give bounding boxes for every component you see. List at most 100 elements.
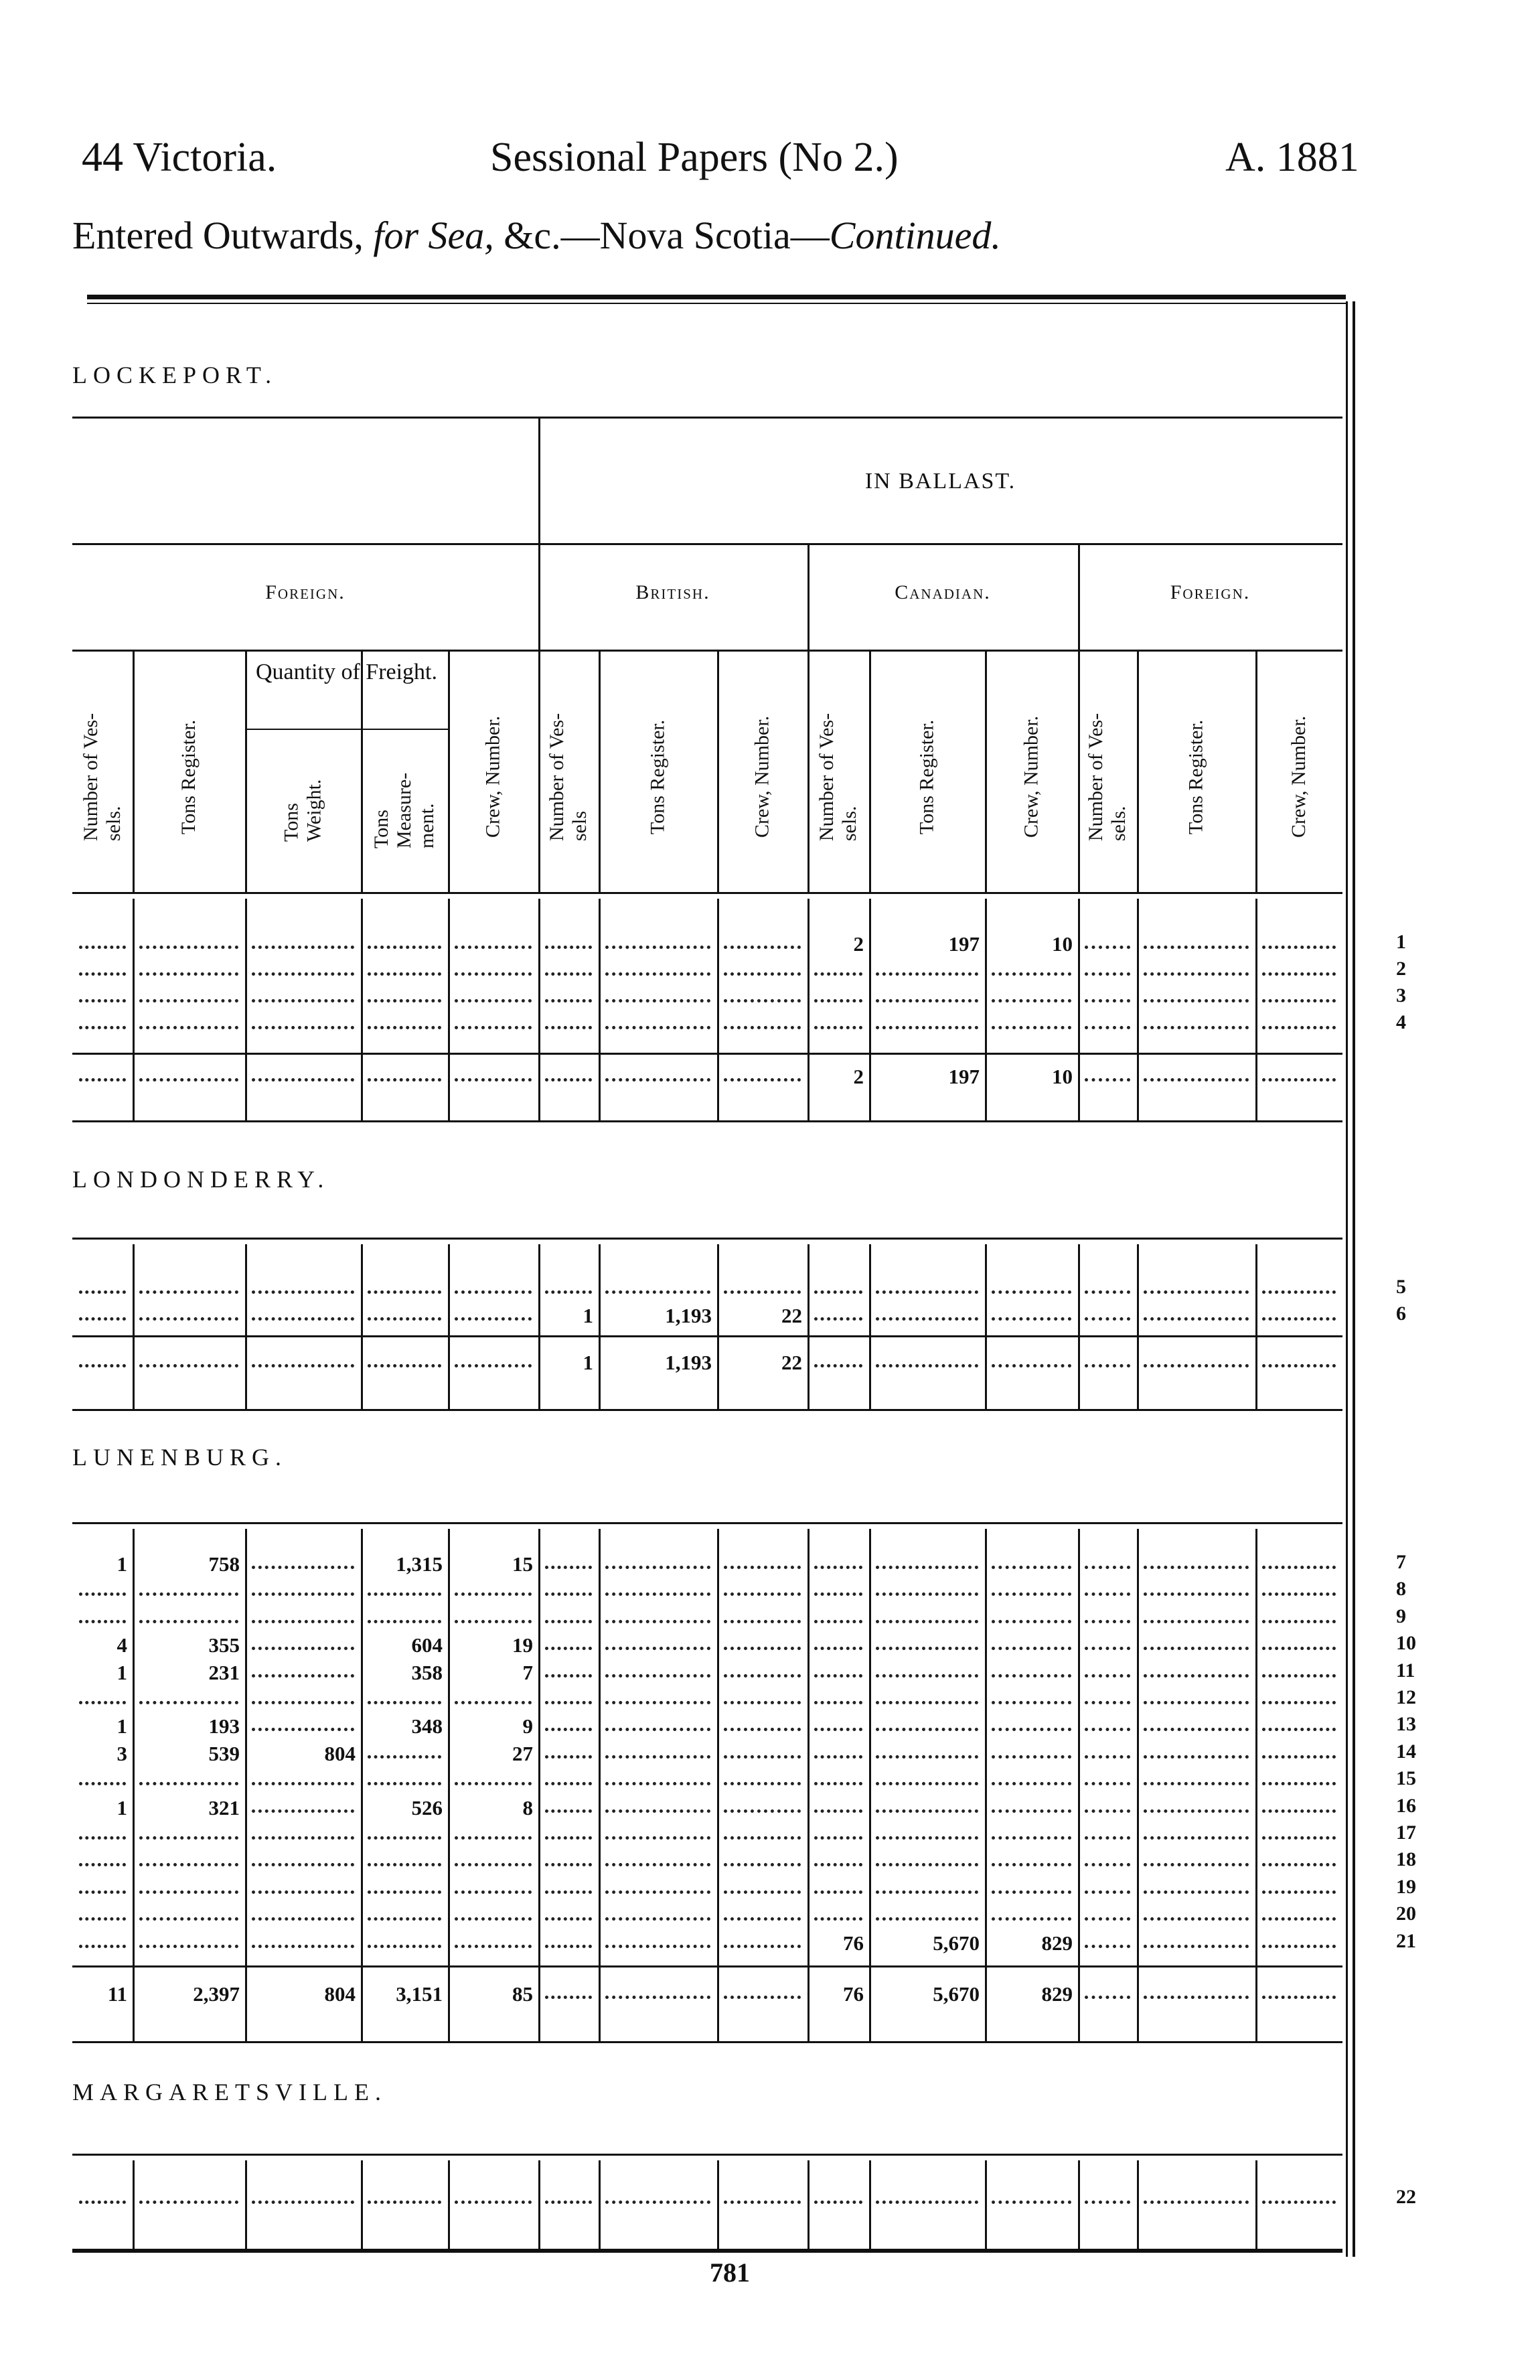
column-divider — [245, 1335, 247, 1409]
dot-leader — [1262, 1755, 1336, 1759]
dot-leader — [252, 972, 354, 976]
dot-leader — [1262, 1619, 1336, 1623]
data-cell — [985, 1551, 1078, 1578]
dot-leader — [252, 1836, 354, 1840]
dot-leader — [992, 2201, 1071, 2204]
data-cell — [717, 1876, 807, 1903]
data-cell — [869, 1303, 985, 1329]
data-cell — [869, 1903, 985, 1929]
dot-leader — [605, 1944, 710, 1948]
data-cell — [245, 1551, 361, 1578]
dot-leader — [876, 999, 978, 1002]
total-cell — [1137, 1349, 1255, 1376]
data-cell — [448, 1686, 538, 1713]
dot-leader — [252, 1701, 354, 1704]
data-cell — [361, 1605, 448, 1632]
total-cell — [133, 1349, 245, 1376]
dot-leader — [368, 1944, 441, 1948]
data-cell — [717, 1011, 807, 1038]
column-divider — [538, 1053, 540, 1120]
dot-leader — [605, 1647, 710, 1651]
data-cell — [1255, 1767, 1342, 1794]
data-cell — [1078, 1767, 1137, 1794]
column-divider — [361, 2160, 363, 2249]
dot-leader — [605, 1728, 710, 1732]
data-cell — [1137, 931, 1255, 958]
dot-leader — [139, 1836, 238, 1840]
data-cell — [717, 1632, 807, 1659]
total-cell — [1137, 1981, 1255, 2008]
dot-leader — [1144, 1647, 1249, 1651]
column-divider — [448, 1053, 450, 1120]
total-cell: 76 — [843, 1982, 864, 2006]
column-header: Tons Register. — [1184, 719, 1207, 834]
data-cell — [72, 958, 133, 984]
dot-leader — [876, 1026, 978, 1029]
column-divider — [361, 1335, 363, 1409]
column-divider — [245, 1529, 247, 1965]
data-cell: 1,193 — [665, 1304, 712, 1327]
column-divider — [1078, 1965, 1080, 2041]
total-cell — [538, 1981, 599, 2008]
dot-leader — [545, 1890, 592, 1894]
column-header: Tons Register. — [646, 719, 669, 834]
data-cell — [1137, 1303, 1255, 1329]
dot-leader — [814, 1782, 862, 1786]
dot-leader — [252, 2201, 354, 2204]
data-cell — [985, 1740, 1078, 1767]
data-cell — [599, 958, 717, 984]
dot-leader — [455, 1290, 532, 1294]
data-cell — [1078, 1303, 1137, 1329]
dot-leader — [992, 1290, 1071, 1294]
dot-leader — [814, 2201, 862, 2204]
dot-leader — [139, 1917, 238, 1921]
dot-leader — [814, 1647, 862, 1651]
data-cell — [1255, 1011, 1342, 1038]
data-cell — [985, 1011, 1078, 1038]
data-cell: 358 — [411, 1660, 443, 1684]
dot-leader — [139, 1317, 238, 1321]
column-divider — [869, 650, 871, 892]
row-number: 8 — [1396, 1578, 1406, 1601]
in-ballast-header: IN BALLAST. — [864, 469, 1016, 494]
column-divider — [1137, 899, 1139, 1053]
dot-leader — [1144, 1078, 1249, 1082]
dot-leader — [605, 1836, 710, 1840]
data-cell — [1137, 1551, 1255, 1578]
dot-leader — [79, 1701, 126, 1704]
data-cell — [538, 984, 599, 1011]
dot-leader — [814, 999, 862, 1002]
dot-leader — [545, 1592, 592, 1596]
data-cell — [807, 1686, 869, 1713]
column-divider — [361, 1965, 363, 2041]
row-number: 15 — [1396, 1767, 1416, 1790]
dot-leader — [724, 1809, 801, 1813]
data-cell — [1255, 1876, 1342, 1903]
data-cell: 10 — [1052, 932, 1073, 956]
data-cell: 231 — [208, 1660, 240, 1684]
dot-leader — [814, 1863, 862, 1867]
column-divider — [717, 2160, 719, 2249]
subtitle-text-2: &c.—Nova Scotia— — [493, 214, 830, 257]
data-cell — [985, 1276, 1078, 1303]
subtitle-continued: Continued. — [829, 214, 1001, 257]
dot-leader — [252, 1317, 354, 1321]
data-cell — [448, 1876, 538, 1903]
dot-leader — [814, 972, 862, 976]
dot-leader — [368, 1755, 441, 1759]
dot-leader — [139, 1290, 238, 1294]
dot-leader — [139, 999, 238, 1002]
dot-leader — [79, 999, 126, 1002]
column-divider — [985, 1053, 987, 1120]
dot-leader — [1085, 1317, 1130, 1321]
column-divider — [599, 1244, 601, 1335]
column-divider — [599, 2160, 601, 2249]
dot-leader — [814, 1317, 862, 1321]
data-cell — [72, 1876, 133, 1903]
dot-leader — [79, 1836, 126, 1840]
dot-leader — [605, 2201, 710, 2204]
dot-leader — [79, 1917, 126, 1921]
data-cell: 539 — [208, 1741, 240, 1765]
data-cell — [538, 1578, 599, 1605]
data-cell — [599, 1276, 717, 1303]
